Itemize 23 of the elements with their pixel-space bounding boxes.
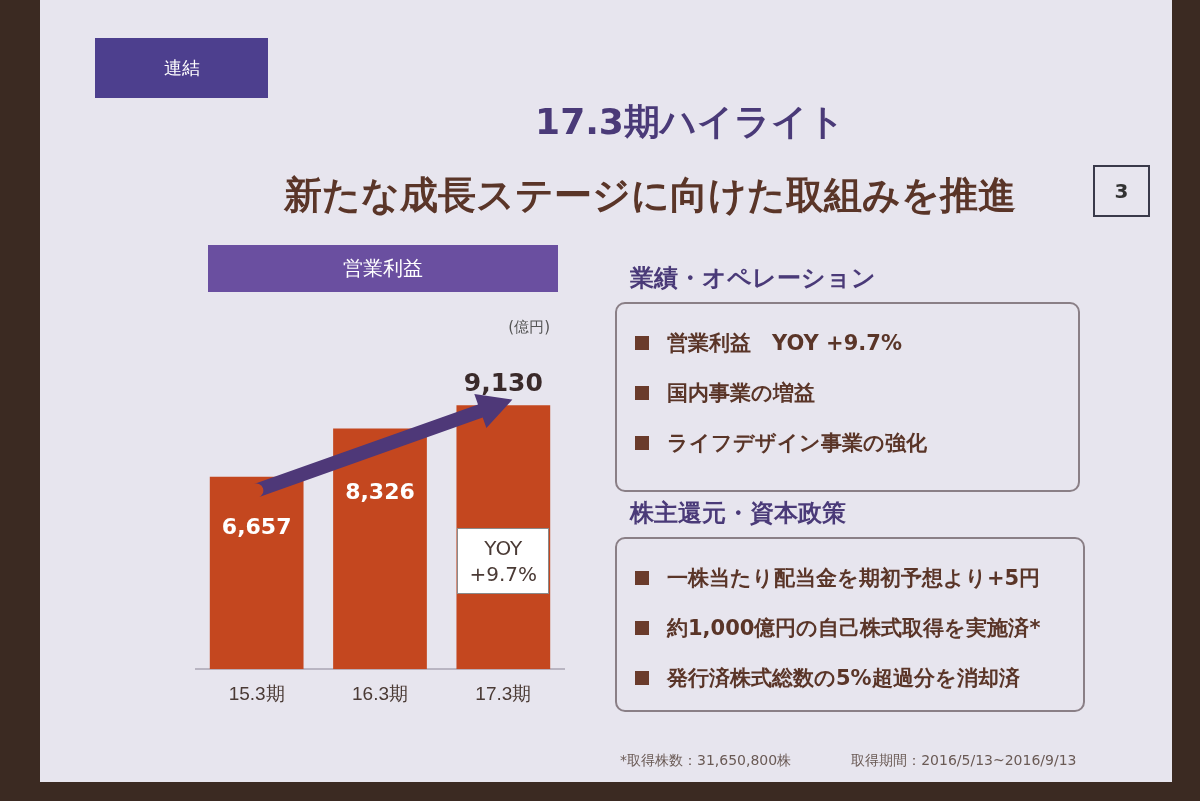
- text: *取得株数：31,650,800株: [620, 752, 792, 770]
- text: 取得期間：2016/5/13~2016/9/13: [851, 752, 1077, 770]
- x-tick-label: 15.3期: [228, 682, 285, 704]
- text: 新たな成長ステージに向けた取組みを推進: [283, 172, 1017, 219]
- text: ライフデザイン事業の強化: [667, 430, 927, 457]
- data-label: 6,657: [221, 514, 292, 540]
- text: 一株当たり配当金を期初予想より+5円: [667, 565, 1041, 592]
- text: 発行済株式総数の5%超過分を消却済: [667, 665, 1020, 692]
- text: 3: [1093, 165, 1150, 217]
- annotation: YOY +9.7%: [457, 527, 550, 594]
- text: 株主還元・資本政策: [630, 498, 846, 529]
- text: 営業利益 YOY +9.7%: [667, 330, 902, 357]
- x-tick-label: 16.3期: [352, 682, 408, 704]
- text: 国内事業の増益: [667, 380, 815, 407]
- text: 17.3期ハイライト: [534, 100, 846, 144]
- text: (億円): [508, 318, 550, 337]
- chart-title: 営業利益: [208, 245, 558, 292]
- text: 連結: [95, 38, 268, 98]
- data-label: 9,130: [463, 368, 543, 398]
- x-tick-label: 17.3期: [475, 682, 532, 704]
- text: 業績・オペレーション: [630, 263, 876, 294]
- text: 約1,000億円の自己株式取得を実施済*: [667, 615, 1041, 642]
- data-label: 8,326: [345, 479, 415, 505]
